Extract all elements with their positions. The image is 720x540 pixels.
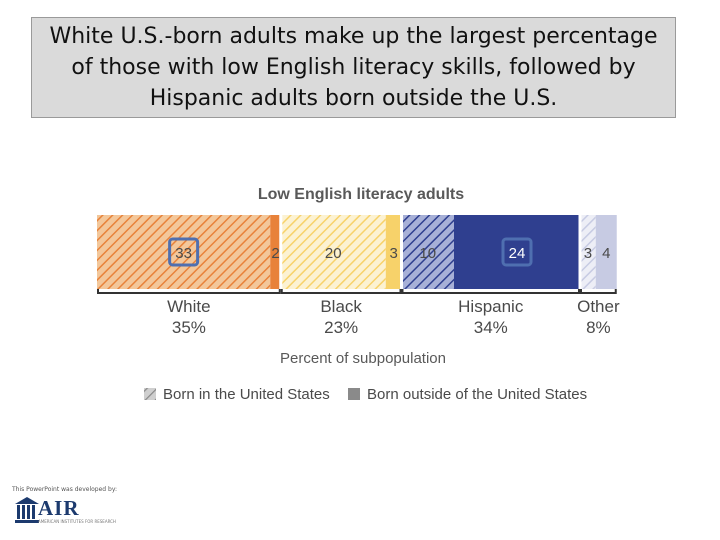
bar-value-label: 4 (602, 245, 610, 262)
bar-other-us-born (580, 215, 596, 289)
bar-hispanic-us-born (401, 215, 454, 289)
bar-hispanic-foreign-born (454, 215, 580, 289)
bar-other-foreign-born (595, 215, 617, 289)
group-separator (400, 215, 403, 289)
logo-text: AIR (38, 496, 80, 520)
bar-value-label: 20 (325, 245, 342, 262)
x-axis-label: Percent of subpopulation (280, 350, 446, 367)
chart-title: Low English literacy adults (258, 186, 464, 203)
group-separator (578, 215, 582, 289)
legend-label: Born in the United States (163, 386, 330, 403)
bar-value-label: 24 (509, 245, 526, 262)
bar-value-label: 2 (271, 245, 279, 262)
bar-white-us-born (97, 215, 271, 289)
bar-black-foreign-born (385, 215, 402, 289)
group-total-label: 8% (586, 318, 611, 337)
group-total-label: 34% (474, 318, 508, 337)
bar-black-us-born (280, 215, 386, 289)
highlight-box (501, 237, 533, 267)
group-label: White (167, 297, 210, 316)
highlight-box (168, 237, 200, 267)
bar-white-foreign-born (270, 215, 281, 289)
logo-subtext: AMERICAN INSTITUTES FOR RESEARCH (38, 519, 116, 524)
group-bracket (580, 289, 617, 294)
group-label: Other (577, 297, 620, 316)
legend-swatch-foreign-born (348, 388, 360, 400)
bar-value-label: 10 (419, 245, 436, 262)
group-bracket (280, 289, 402, 294)
bar-value-label: 3 (389, 245, 397, 262)
building-icon (15, 497, 39, 523)
bar-value-label: 3 (584, 245, 592, 262)
bar-value-label: 33 (175, 245, 192, 262)
group-total-label: 35% (172, 318, 206, 337)
slide-title: White U.S.-born adults make up the large… (31, 17, 676, 118)
legend-swatch-us-born (144, 388, 156, 400)
air-logo (10, 484, 130, 530)
group-bracket (97, 289, 281, 294)
legend-label: Born outside of the United States (367, 386, 587, 403)
group-total-label: 23% (324, 318, 358, 337)
group-label: Hispanic (458, 297, 524, 316)
group-bracket (401, 289, 580, 294)
credit-text: This PowerPoint was developed by: (12, 486, 117, 493)
group-separator (279, 215, 283, 289)
group-label: Black (320, 297, 362, 316)
